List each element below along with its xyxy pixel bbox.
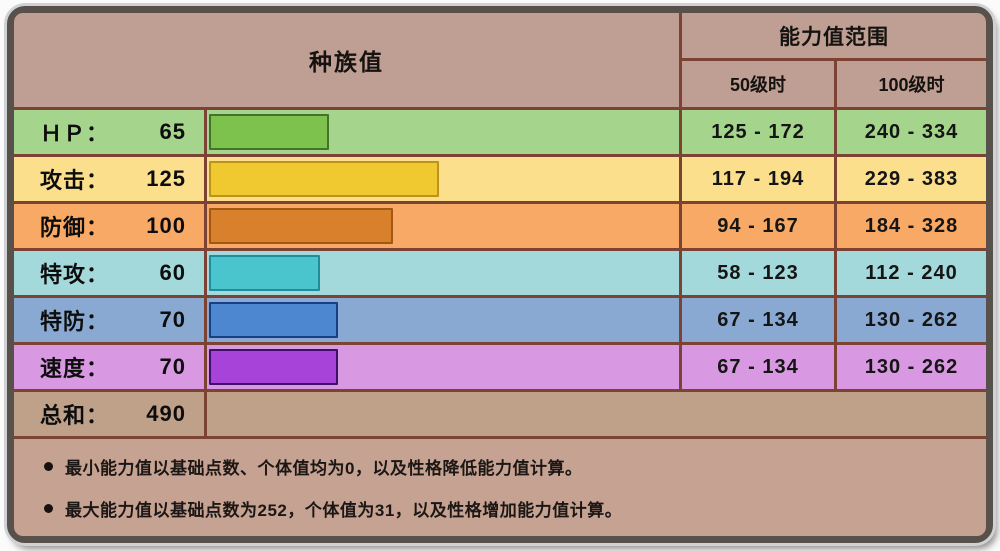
- stat-name: 特防：: [40, 309, 110, 334]
- stat-label-sp-defense: 特防： 70: [14, 298, 204, 342]
- range-50-attack: 117 - 194: [682, 157, 834, 201]
- range-100-sp-attack: 112 - 240: [837, 251, 986, 295]
- stat-name: ＨＰ：: [40, 121, 110, 146]
- stat-bar-cell-defense: [207, 204, 679, 248]
- footnote-text: 最大能力值以基础点数为252，个体值为31，以及性格增加能力值计算。: [65, 501, 623, 520]
- stat-label-sp-attack: 特攻： 60: [14, 251, 204, 295]
- range-50-speed: 67 - 134: [682, 345, 834, 389]
- stat-bar-cell-sp-attack: [207, 251, 679, 295]
- stat-name: 速度：: [40, 356, 110, 381]
- header-stat-range: 能力值范围: [682, 13, 986, 58]
- stat-label-defense: 防御： 100: [14, 204, 204, 248]
- footnotes: 最小能力值以基础点数、个体值均为0，以及性格降低能力值计算。 最大能力值以基础点…: [14, 439, 986, 536]
- range-50-sp-attack: 58 - 123: [682, 251, 834, 295]
- stat-value: 100: [146, 213, 186, 238]
- stat-label-attack: 攻击： 125: [14, 157, 204, 201]
- range-50-defense: 94 - 167: [682, 204, 834, 248]
- total-label-cell: 总和： 490: [14, 392, 204, 436]
- footnote-max: 最大能力值以基础点数为252，个体值为31，以及性格增加能力值计算。: [44, 496, 622, 521]
- stat-label-hp: ＨＰ： 65: [14, 110, 204, 154]
- range-100-attack: 229 - 383: [837, 157, 986, 201]
- stat-bar-speed: [209, 349, 339, 385]
- stat-bar-sp-defense: [209, 302, 339, 338]
- stat-bar-cell-sp-defense: [207, 298, 679, 342]
- total-value: 490: [146, 401, 186, 426]
- range-100-hp: 240 - 334: [837, 110, 986, 154]
- range-50-hp: 125 - 172: [682, 110, 834, 154]
- stat-bar-cell-attack: [207, 157, 679, 201]
- header-base-stats: 种族值: [14, 13, 679, 107]
- stat-bar-cell-speed: [207, 345, 679, 389]
- range-100-speed: 130 - 262: [837, 345, 986, 389]
- header-level-50: 50级时: [682, 61, 834, 107]
- header-level-100: 100级时: [837, 61, 986, 107]
- stats-panel: 种族值 能力值范围 50级时 100级时 ＨＰ： 65 125 - 172 24…: [7, 6, 993, 543]
- footnote-text: 最小能力值以基础点数、个体值均为0，以及性格降低能力值计算。: [65, 459, 583, 478]
- stat-bar-attack: [209, 161, 440, 197]
- range-100-defense: 184 - 328: [837, 204, 986, 248]
- range-100-sp-defense: 130 - 262: [837, 298, 986, 342]
- stat-label-speed: 速度： 70: [14, 345, 204, 389]
- stat-name: 防御：: [40, 215, 110, 240]
- stat-name: 攻击：: [40, 168, 110, 193]
- bullet-icon: [44, 504, 53, 513]
- footnote-min: 最小能力值以基础点数、个体值均为0，以及性格降低能力值计算。: [44, 454, 582, 479]
- stat-bar-defense: [209, 208, 394, 244]
- stat-bar-sp-attack: [209, 255, 320, 291]
- stat-bar-cell-hp: [207, 110, 679, 154]
- stat-name: 特攻：: [40, 262, 110, 287]
- stat-value: 65: [159, 119, 186, 144]
- stat-value: 70: [159, 354, 186, 379]
- stat-value: 60: [159, 260, 186, 285]
- total-empty-cell: [207, 392, 986, 436]
- total-label: 总和：: [40, 403, 110, 428]
- stats-table: 种族值 能力值范围 50级时 100级时 ＨＰ： 65 125 - 172 24…: [14, 13, 986, 536]
- range-50-sp-defense: 67 - 134: [682, 298, 834, 342]
- stat-value: 70: [159, 307, 186, 332]
- bullet-icon: [44, 462, 53, 471]
- stat-value: 125: [146, 166, 186, 191]
- stat-bar-hp: [209, 114, 329, 150]
